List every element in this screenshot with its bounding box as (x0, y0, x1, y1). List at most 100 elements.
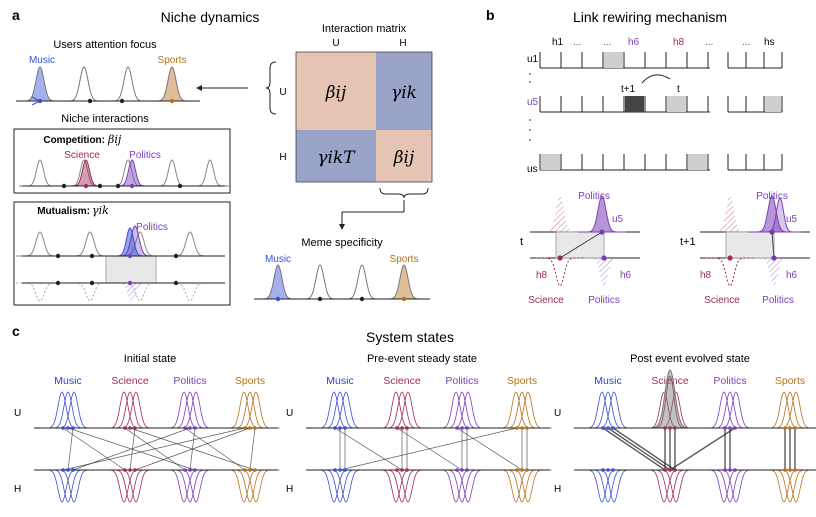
state-dot-upper (333, 426, 337, 430)
state-dot-lower (405, 468, 409, 472)
state-upper-curve (772, 391, 816, 429)
state-dot-upper (405, 426, 409, 430)
grid-vdots (529, 73, 531, 75)
state-dot-upper (71, 426, 75, 430)
state-link (607, 427, 671, 471)
row-label-u1: u1 (527, 54, 539, 65)
state-upper-curve (498, 391, 546, 429)
state-niche-label: Music (594, 375, 621, 387)
state-dot-lower (123, 468, 127, 472)
state-link (62, 427, 246, 471)
meme-music-label: Music (265, 254, 291, 265)
state-dot-lower (395, 468, 399, 472)
state-dot-upper (606, 426, 610, 430)
attention-niche-curve (60, 66, 108, 102)
attention-arrow-head (196, 85, 202, 91)
b-left-h8: h8 (536, 270, 548, 281)
state-row-u: U (554, 408, 561, 419)
attention-niche-curve (16, 66, 64, 102)
state-lower-curve (106, 469, 154, 503)
state-dot-upper (663, 426, 667, 430)
matrix-cell-hu-symbol: γikT (317, 148, 356, 168)
state-niche-label: Science (383, 375, 421, 387)
mutualism-overlap-box (105, 255, 157, 284)
grid-filled-cell (667, 96, 686, 112)
state-dot-upper (733, 426, 737, 430)
state-dot-lower (606, 468, 610, 472)
state-dot-upper (133, 426, 137, 430)
state-dot-lower (611, 468, 615, 472)
state-dot-upper (123, 426, 127, 430)
state-dot-upper (338, 426, 342, 430)
b-right-politics: Politics (756, 191, 788, 202)
grid-vdots (529, 119, 531, 121)
b-science-lower (536, 257, 584, 287)
mutualism-hatched-curve (108, 283, 156, 303)
panel-b-letter: b (486, 7, 495, 23)
matrix-border (295, 51, 433, 183)
b-politics-hatch-lower (580, 258, 628, 286)
mutualism-upper-curve (66, 231, 114, 257)
b-science-hatch (536, 196, 584, 232)
state-niche-label: Music (326, 375, 353, 387)
competition-dot (115, 183, 121, 189)
state-dot-lower (253, 468, 257, 472)
col-dots-4: ... (742, 37, 750, 48)
state-title: Pre-event steady state (367, 353, 477, 365)
competition-symbol: βij (107, 133, 122, 146)
matrix-row-h: H (279, 152, 286, 163)
state-niche-label: Music (54, 375, 81, 387)
attention-marker (31, 96, 42, 106)
state-dot-lower (668, 468, 672, 472)
state-row-h: H (286, 484, 293, 495)
meme-dot-music (275, 296, 281, 302)
state-dot-lower (673, 468, 677, 472)
state-dot-lower (460, 468, 464, 472)
state-upper-curve (584, 391, 632, 429)
state-dot-upper (460, 426, 464, 430)
b-left-u5: u5 (612, 214, 624, 225)
attention-sports-label: Sports (158, 55, 187, 66)
panel-c-letter: c (12, 323, 20, 339)
mutualism-dot (55, 253, 61, 259)
state-link (456, 427, 523, 471)
state-dot-lower (188, 468, 192, 472)
mutualism-lower-curve (16, 282, 64, 302)
state-dot-lower (193, 468, 197, 472)
mutualism-dot-politics (127, 253, 133, 259)
matrix-col-brace (379, 187, 429, 199)
state-dot-upper (668, 426, 672, 430)
state-dot-upper (601, 426, 605, 430)
grid-vdots (529, 81, 531, 83)
state-link (339, 427, 518, 471)
state-lower-curve (584, 469, 632, 503)
grid-filled-cell (688, 154, 707, 170)
state-dot-upper (243, 426, 247, 430)
matrix-title: Interaction matrix (322, 23, 407, 35)
attention-niche-curve (148, 66, 196, 102)
state-dot-upper (128, 426, 132, 430)
b-politics-shift-curve (759, 197, 801, 233)
col-dots-3: ... (705, 37, 713, 48)
state-dot-upper (673, 426, 677, 430)
b-left-science: Science (528, 295, 564, 306)
rewire-grid (529, 52, 783, 171)
state-dot-lower (128, 468, 132, 472)
state-lower-curve (316, 469, 364, 503)
mutualism-box (13, 201, 231, 306)
state-upper-curve (438, 391, 486, 429)
matrix-cell-uh (376, 52, 432, 130)
state-dot-upper (515, 426, 519, 430)
state-dot-lower (465, 468, 469, 472)
state-dot-upper (520, 426, 524, 430)
state-upper-curve (226, 391, 274, 429)
mutualism-curves (16, 225, 225, 303)
mutualism-dot (173, 253, 179, 259)
competition-curves (19, 159, 231, 189)
competition-dot (97, 183, 103, 189)
b-left-h6: h6 (620, 270, 632, 281)
mutualism-dot-politics (127, 280, 133, 286)
state-row-u: U (14, 408, 21, 419)
rewire-bottom (530, 195, 810, 287)
state-dot-lower (333, 468, 337, 472)
